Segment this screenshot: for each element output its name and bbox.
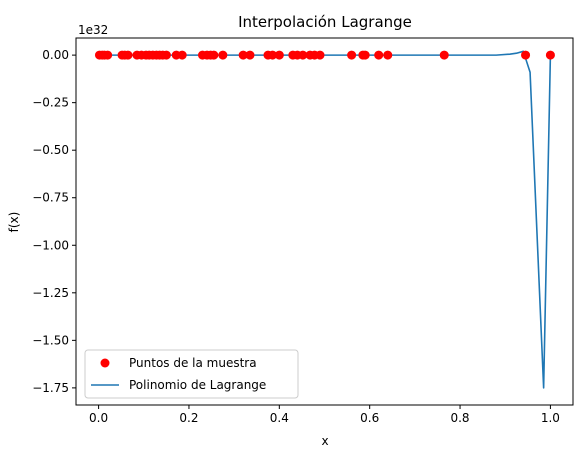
chart-title: Interpolación Lagrange bbox=[238, 13, 412, 31]
sample-point bbox=[103, 50, 113, 60]
y-tick-label: −1.50 bbox=[32, 333, 69, 347]
sample-point bbox=[439, 50, 449, 60]
legend-label-sample-points: Puntos de la muestra bbox=[129, 356, 257, 370]
x-tick-label: 0.8 bbox=[450, 411, 469, 425]
sample-point bbox=[218, 50, 228, 60]
sample-point bbox=[123, 50, 133, 60]
sample-point bbox=[177, 50, 187, 60]
y-tick-label: −1.00 bbox=[32, 238, 69, 252]
sample-point bbox=[161, 50, 171, 60]
x-axis-ticks: 0.0 0.2 0.4 0.6 0.8 1.0 bbox=[89, 405, 560, 425]
x-tick-label: 0.2 bbox=[179, 411, 198, 425]
y-tick-label: 0.00 bbox=[42, 48, 69, 62]
y-axis-label: f(x) bbox=[7, 212, 21, 233]
sample-point bbox=[245, 50, 255, 60]
sample-point bbox=[360, 50, 370, 60]
sample-point bbox=[521, 50, 531, 60]
y-tick-label: −0.25 bbox=[32, 96, 69, 110]
x-tick-label: 1.0 bbox=[541, 411, 560, 425]
sample-point bbox=[347, 50, 357, 60]
x-tick-label: 0.6 bbox=[360, 411, 379, 425]
sample-point bbox=[383, 50, 393, 60]
x-axis-label: x bbox=[321, 434, 328, 448]
legend-label-lagrange-line: Polinomio de Lagrange bbox=[129, 378, 266, 392]
plot-area bbox=[94, 50, 555, 389]
sample-point bbox=[374, 50, 384, 60]
axes-layer bbox=[75, 37, 574, 406]
sample-point bbox=[268, 50, 278, 60]
points-layer bbox=[94, 50, 555, 60]
y-tick-label: −1.25 bbox=[32, 286, 69, 300]
y-axis-ticks: 0.00 −0.25 −0.50 −0.75 −1.00 −1.25 −1.50 −1.75 bbox=[32, 48, 76, 395]
y-tick-label: −1.75 bbox=[32, 381, 69, 395]
x-tick-label: 0.0 bbox=[89, 411, 108, 425]
legend[interactable]: Puntos de la muestra Polinomio de Lagran… bbox=[84, 349, 299, 399]
x-tick-label: 0.4 bbox=[270, 411, 289, 425]
sample-point bbox=[274, 50, 284, 60]
axes-frame bbox=[75, 37, 574, 406]
sample-point bbox=[209, 50, 219, 60]
sample-point bbox=[238, 50, 248, 60]
sample-point bbox=[298, 50, 308, 60]
y-axis-offset-label: 1e32 bbox=[78, 23, 108, 37]
sample-point bbox=[545, 50, 555, 60]
y-tick-label: −0.50 bbox=[32, 143, 69, 157]
legend-marker-sample-points bbox=[100, 358, 110, 368]
y-tick-label: −0.75 bbox=[32, 191, 69, 205]
sample-point bbox=[315, 50, 325, 60]
legend-frame bbox=[84, 349, 299, 399]
